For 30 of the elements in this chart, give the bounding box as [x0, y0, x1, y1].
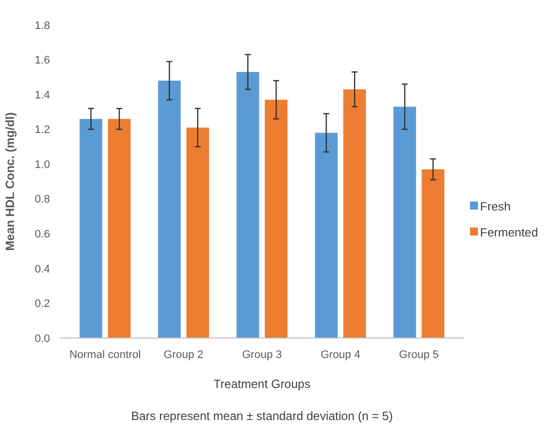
bar: [158, 80, 181, 338]
y-axis-title: Mean HDL Conc. (mg/dl): [3, 112, 17, 251]
bar: [80, 118, 102, 338]
bar: [343, 89, 366, 338]
bar: [108, 118, 131, 338]
legend-label: Fresh: [480, 200, 511, 214]
x-tick-label: Normal control: [69, 349, 141, 361]
text: Bars represent mean ± standard deviation (n = 5): [131, 409, 393, 423]
x-axis-title: Treatment Groups: [214, 377, 310, 391]
y-tick-label: 0.4: [34, 263, 50, 276]
x-tick-label: Group 5: [399, 349, 439, 361]
bar: [314, 132, 338, 338]
bar: [264, 100, 288, 338]
y-tick-label: 0.2: [34, 298, 50, 310]
y-tick-label: 1.8: [34, 20, 50, 32]
bar: [236, 72, 260, 338]
bar: [393, 106, 416, 338]
y-tick-label: 1.0: [34, 158, 50, 171]
y-tick-label: 1.4: [34, 89, 50, 102]
legend-label: Fermented: [480, 226, 538, 240]
y-tick-label: 0.0: [34, 332, 50, 345]
y-tick-label: 1.6: [34, 54, 50, 67]
bar: [186, 128, 210, 338]
bar: [422, 169, 444, 338]
y-tick-label: 0.6: [34, 228, 50, 241]
x-tick-label: Group 2: [164, 349, 204, 361]
y-tick-label: 0.8: [34, 194, 50, 206]
x-tick-label: Group 4: [320, 349, 360, 361]
x-tick-label: Group 3: [242, 349, 282, 361]
y-tick-label: 1.2: [34, 124, 50, 136]
